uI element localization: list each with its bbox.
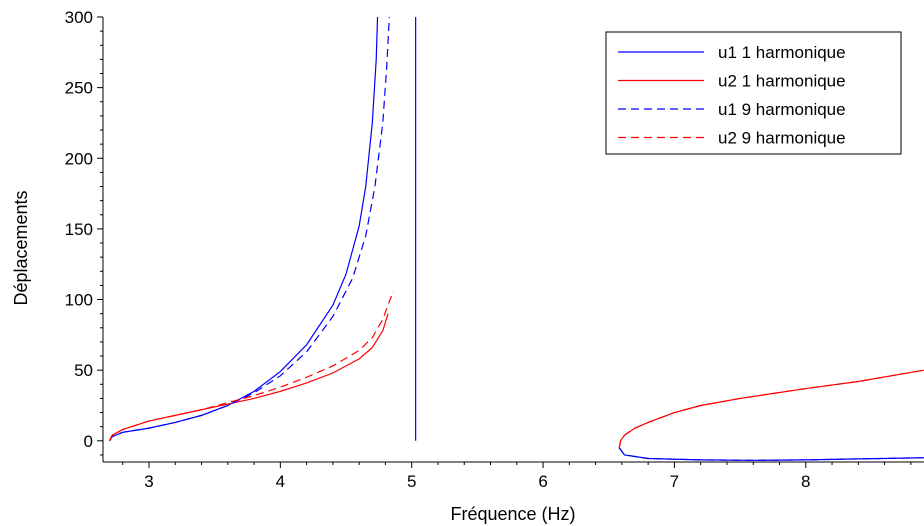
series-line xyxy=(618,369,924,448)
series-line xyxy=(618,447,924,461)
legend: u1 1 harmonique u2 1 harmonique u1 9 harmo… xyxy=(605,31,902,155)
series-3 xyxy=(109,17,924,461)
axes xyxy=(102,17,924,463)
x-tick-label: 4 xyxy=(276,472,285,491)
series-line xyxy=(109,313,389,442)
series-4 xyxy=(109,290,924,448)
x-tick-label: 5 xyxy=(407,472,416,491)
tick-labels: 3 4 5 6 7 8 0 50 100 150 200 250 300 xyxy=(65,8,912,491)
x-tick-label: 8 xyxy=(801,472,810,491)
y-axis-title: Déplacements xyxy=(11,190,31,305)
y-tick-label: 50 xyxy=(74,361,93,380)
series-line xyxy=(109,17,390,442)
y-tick-label: 0 xyxy=(84,432,93,451)
x-tick-label: 7 xyxy=(670,472,679,491)
series-2 xyxy=(109,313,924,448)
legend-label: u1 9 harmonique xyxy=(718,100,846,119)
series-line xyxy=(109,17,379,442)
x-tick-label: 3 xyxy=(144,472,153,491)
legend-label: u2 1 harmonique xyxy=(718,72,846,91)
legend-label: u2 9 harmonique xyxy=(718,129,846,148)
x-axis-title: Fréquence (Hz) xyxy=(450,504,575,524)
y-tick-label: 300 xyxy=(65,8,93,27)
x-tick-label: 6 xyxy=(538,472,547,491)
y-tick-label: 150 xyxy=(65,220,93,239)
series-line xyxy=(109,290,394,442)
legend-label: u1 1 harmonique xyxy=(718,43,846,62)
series-line xyxy=(618,369,924,448)
series-group xyxy=(109,17,924,461)
y-tick-label: 100 xyxy=(65,291,93,310)
y-tick-label: 250 xyxy=(65,79,93,98)
y-tick-label: 200 xyxy=(65,149,93,168)
